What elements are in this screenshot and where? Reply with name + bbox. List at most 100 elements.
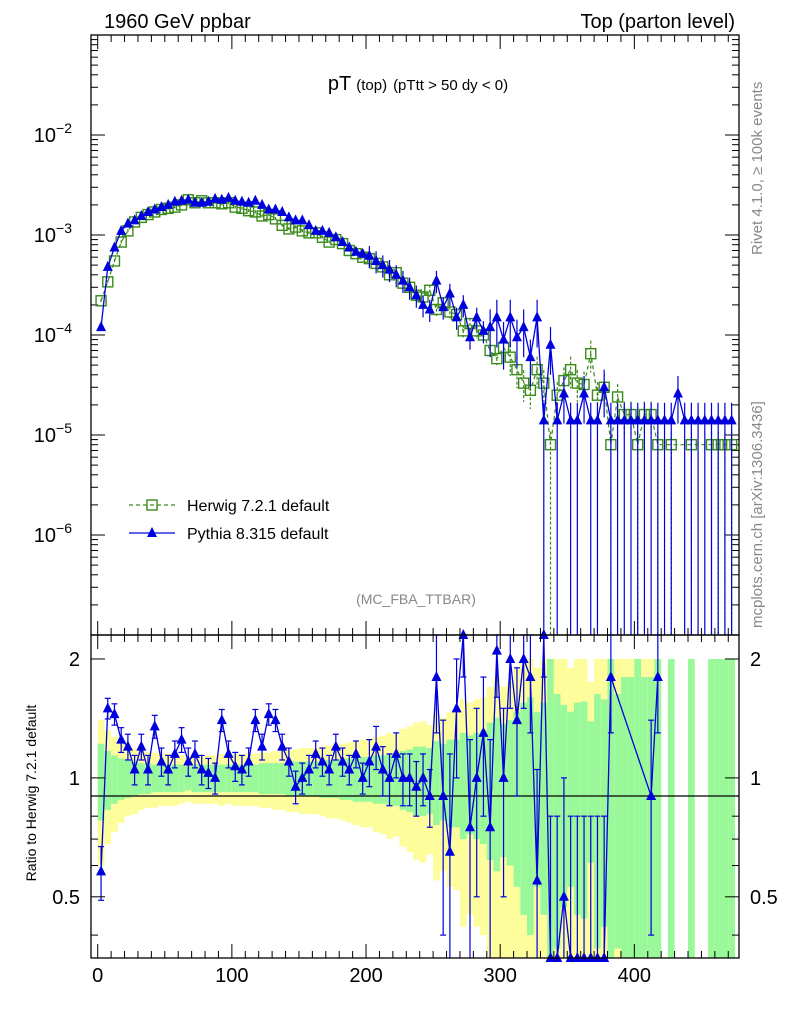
pythia-point [223,191,234,202]
pythia-point [236,195,247,206]
ratio-pythia-point [511,714,522,725]
plot-title-sub1: (top) [356,77,387,94]
pythia-point [579,387,590,398]
pythia-point [626,414,636,425]
pythia-point [344,241,355,252]
pythia-point [465,331,476,342]
herwig-point [611,391,624,403]
pythia-point [116,224,127,235]
pythia-point [210,192,221,203]
ratio-inner-band [547,658,554,958]
ratio-pythia-point [330,740,341,751]
herwig-point [269,213,282,225]
pythia-point [438,301,449,312]
ratio-y-tick-label-right: 1 [750,768,761,790]
ratio-pythia-point [297,771,308,782]
pythia-point [652,414,663,425]
pythia-point [639,414,650,425]
ratio-pythia-point [431,671,442,682]
ratio-pythia-point [357,771,368,782]
ratio-pythia-point [223,747,234,758]
herwig-point [323,236,335,248]
ratio-inner-band [433,740,440,825]
ratio-pythia-point [283,755,294,766]
ratio-inner-band [251,764,259,793]
herwig-line [100,199,732,446]
ratio-pythia-point [163,763,174,774]
ratio-pythia-point [136,740,147,751]
herwig-point [585,348,597,360]
ratio-pythia-point [122,740,133,751]
x-tick-label: 100 [215,965,248,987]
rivet-version-label: Rivet 4.1.0, ≥ 100k events [749,82,766,255]
ratio-inner-band [641,677,648,958]
ratio-inner-band [527,697,534,936]
ratio-y-tick-label-left: 2 [69,649,80,671]
pythia-point [337,236,348,247]
pythia-point [518,321,529,332]
pythia-point [357,247,368,258]
ratio-pythia-point [236,763,247,774]
ratio-pythia-point [129,763,140,774]
pythia-point [203,195,214,206]
ratio-inner-band [620,677,628,958]
pythia-point [277,205,288,216]
herwig-point [504,351,516,363]
ratio-pythia-point [384,771,395,782]
pythia-point [699,414,710,425]
pythia-point [397,274,408,285]
herwig-point [517,377,530,389]
ratio-inner-band [372,755,380,804]
ratio-inner-band [184,766,192,791]
ratio-pythia-point [391,747,402,758]
ratio-pythia-point [290,780,301,791]
ratio-pythia-point [592,952,603,962]
main-axis-ticks [91,35,739,636]
herwig-point [538,377,550,389]
ratio-inner-band [714,658,722,958]
ratio-inner-band [97,743,105,821]
ratio-pythia-point [518,652,529,663]
ratio-inner-band [272,763,279,795]
ratio-inner-band [513,711,521,887]
ratio-inner-band [245,764,252,793]
ratio-inner-band [285,761,293,796]
pythia-point [706,414,717,425]
pythia-point [471,311,482,322]
ratio-plot-frame [90,634,740,959]
ratio-inner-band [728,658,735,958]
pythia-point [646,414,657,425]
herwig-series [95,194,738,635]
pythia-point [330,231,341,242]
ratio-pythia-point [599,952,610,962]
ratio-inner-band [171,764,179,793]
ratio-pythia-point [579,952,590,962]
ratio-pythia-point [552,952,563,962]
ratio-pythia-point [377,763,388,774]
pythia-point [404,281,415,292]
main-plot-panel: 10−2 10−3 10−4 10−5 10−6 [34,34,740,636]
ratio-pythia-point [344,763,355,774]
ratio-pythia-point [102,702,113,713]
pythia-point [511,331,522,342]
y-tick-label: 10−4 [34,320,72,347]
ratio-inner-band [600,699,608,927]
header-right: Top (parton level) [580,11,735,33]
pythia-point [585,414,596,425]
ratio-pythia-point [250,714,261,725]
herwig-point [571,377,584,389]
herwig-point [564,363,577,376]
pythia-point [485,321,496,332]
pythia-point [672,387,683,398]
ratio-pythia-point [397,771,408,782]
pythia-point [109,241,120,252]
ratio-inner-band [540,702,548,915]
ratio-pythia-point [364,755,375,766]
ratio-inner-band [634,658,642,958]
plot-title: pT (top) (pTtt > 50 dy < 0) [328,73,508,95]
pythia-point [478,324,489,335]
ratio-pythia-point [189,747,200,758]
x-tick-label: 300 [484,965,517,987]
ratio-inner-band [580,701,588,919]
x-tick-label: 0 [92,965,103,987]
